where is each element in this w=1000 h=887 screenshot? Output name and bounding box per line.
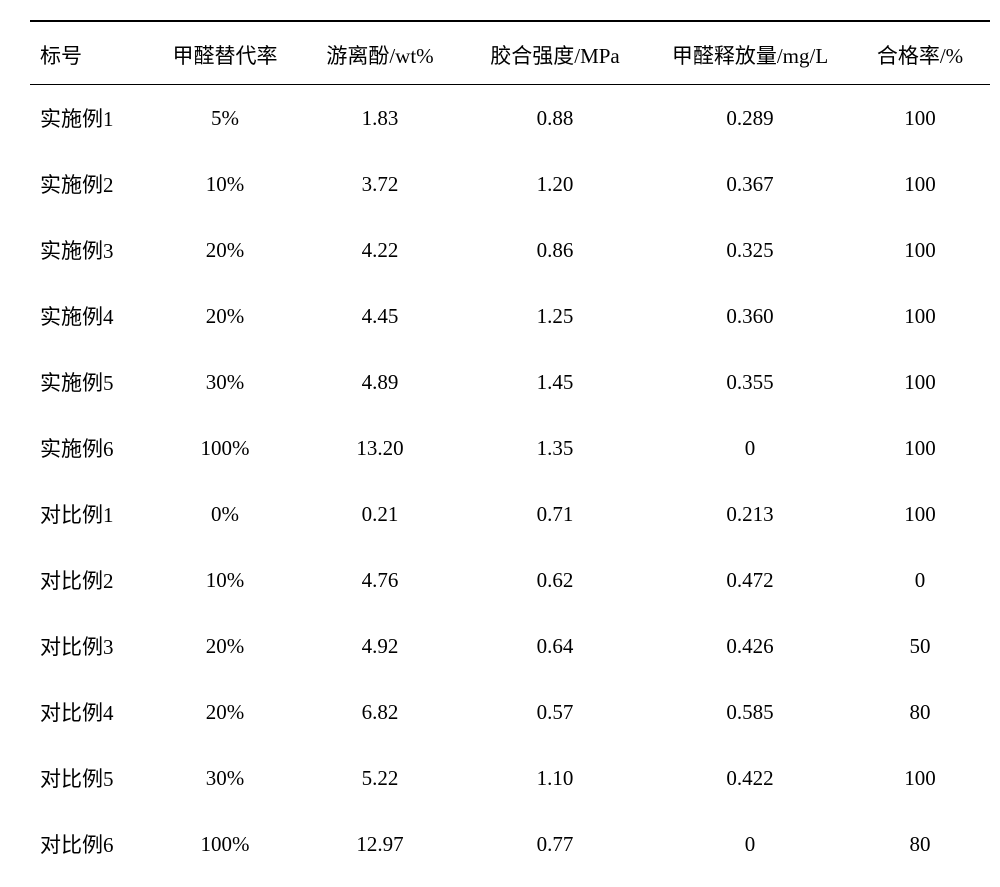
cell-passrate: 50 [850,613,990,679]
cell-label: 对比例1 [30,481,150,547]
table-row: 实施例5 30% 4.89 1.45 0.355 100 [30,349,990,415]
table-row: 实施例1 5% 1.83 0.88 0.289 100 [30,85,990,152]
cell-phenol: 1.83 [300,85,460,152]
cell-strength: 1.35 [460,415,650,481]
cell-passrate: 80 [850,811,990,877]
cell-label: 实施例6 [30,415,150,481]
cell-passrate: 100 [850,217,990,283]
cell-phenol: 4.76 [300,547,460,613]
col-header-label: 标号 [30,21,150,85]
cell-strength: 0.88 [460,85,650,152]
table-row: 对比例2 10% 4.76 0.62 0.472 0 [30,547,990,613]
cell-label: 实施例5 [30,349,150,415]
cell-strength: 1.25 [460,283,650,349]
table-row: 对比例3 20% 4.92 0.64 0.426 50 [30,613,990,679]
table-row: 实施例4 20% 4.45 1.25 0.360 100 [30,283,990,349]
col-header-passrate: 合格率/% [850,21,990,85]
cell-emission: 0.360 [650,283,850,349]
cell-passrate: 100 [850,283,990,349]
cell-passrate: 100 [850,481,990,547]
data-table: 标号 甲醛替代率 游离酚/wt% 胶合强度/MPa 甲醛释放量/mg/L 合格率… [30,20,990,877]
cell-label: 实施例2 [30,151,150,217]
cell-emission: 0.472 [650,547,850,613]
cell-emission: 0.367 [650,151,850,217]
cell-strength: 0.57 [460,679,650,745]
header-row: 标号 甲醛替代率 游离酚/wt% 胶合强度/MPa 甲醛释放量/mg/L 合格率… [30,21,990,85]
cell-label: 对比例3 [30,613,150,679]
col-header-phenol: 游离酚/wt% [300,21,460,85]
cell-phenol: 12.97 [300,811,460,877]
table-row: 实施例6 100% 13.20 1.35 0 100 [30,415,990,481]
cell-passrate: 100 [850,151,990,217]
cell-replace: 30% [150,745,300,811]
col-header-emission: 甲醛释放量/mg/L [650,21,850,85]
table-row: 对比例5 30% 5.22 1.10 0.422 100 [30,745,990,811]
cell-phenol: 6.82 [300,679,460,745]
cell-strength: 0.62 [460,547,650,613]
cell-replace: 5% [150,85,300,152]
cell-passrate: 100 [850,85,990,152]
cell-passrate: 100 [850,349,990,415]
cell-replace: 10% [150,151,300,217]
cell-emission: 0 [650,415,850,481]
cell-emission: 0 [650,811,850,877]
cell-replace: 20% [150,283,300,349]
cell-replace: 100% [150,811,300,877]
cell-replace: 10% [150,547,300,613]
cell-passrate: 100 [850,415,990,481]
cell-label: 实施例1 [30,85,150,152]
cell-strength: 1.45 [460,349,650,415]
cell-label: 对比例6 [30,811,150,877]
table-row: 实施例3 20% 4.22 0.86 0.325 100 [30,217,990,283]
cell-label: 实施例4 [30,283,150,349]
cell-emission: 0.426 [650,613,850,679]
cell-passrate: 80 [850,679,990,745]
cell-emission: 0.325 [650,217,850,283]
cell-strength: 0.64 [460,613,650,679]
cell-strength: 0.86 [460,217,650,283]
data-table-container: 标号 甲醛替代率 游离酚/wt% 胶合强度/MPa 甲醛释放量/mg/L 合格率… [0,0,1000,887]
cell-replace: 20% [150,679,300,745]
cell-replace: 20% [150,217,300,283]
table-row: 对比例1 0% 0.21 0.71 0.213 100 [30,481,990,547]
cell-label: 对比例5 [30,745,150,811]
cell-phenol: 4.89 [300,349,460,415]
cell-phenol: 5.22 [300,745,460,811]
cell-phenol: 3.72 [300,151,460,217]
col-header-strength: 胶合强度/MPa [460,21,650,85]
cell-replace: 0% [150,481,300,547]
table-row: 对比例4 20% 6.82 0.57 0.585 80 [30,679,990,745]
cell-emission: 0.422 [650,745,850,811]
cell-emission: 0.355 [650,349,850,415]
cell-strength: 1.10 [460,745,650,811]
cell-phenol: 4.45 [300,283,460,349]
cell-strength: 0.77 [460,811,650,877]
cell-emission: 0.289 [650,85,850,152]
cell-phenol: 4.92 [300,613,460,679]
cell-phenol: 0.21 [300,481,460,547]
col-header-replace: 甲醛替代率 [150,21,300,85]
cell-emission: 0.585 [650,679,850,745]
cell-replace: 30% [150,349,300,415]
cell-strength: 0.71 [460,481,650,547]
cell-replace: 100% [150,415,300,481]
cell-label: 对比例2 [30,547,150,613]
cell-strength: 1.20 [460,151,650,217]
cell-phenol: 4.22 [300,217,460,283]
cell-emission: 0.213 [650,481,850,547]
cell-replace: 20% [150,613,300,679]
table-body: 实施例1 5% 1.83 0.88 0.289 100 实施例2 10% 3.7… [30,85,990,878]
cell-label: 实施例3 [30,217,150,283]
cell-passrate: 0 [850,547,990,613]
cell-passrate: 100 [850,745,990,811]
cell-label: 对比例4 [30,679,150,745]
table-row: 对比例6 100% 12.97 0.77 0 80 [30,811,990,877]
table-row: 实施例2 10% 3.72 1.20 0.367 100 [30,151,990,217]
cell-phenol: 13.20 [300,415,460,481]
